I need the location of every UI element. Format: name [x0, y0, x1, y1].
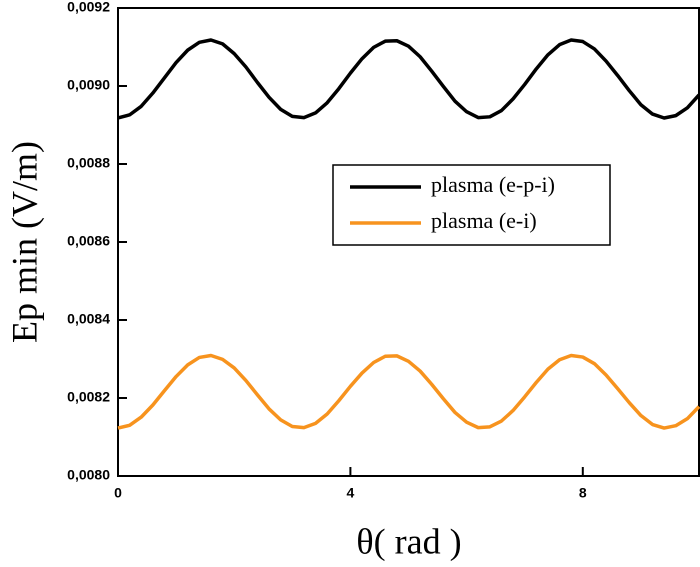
x-tick-label: 0: [114, 485, 122, 501]
legend-box: [332, 164, 611, 246]
y-tick-label: 0,0080: [67, 467, 110, 483]
y-tick-label: 0,0088: [67, 155, 110, 171]
x-tick-label: 4: [347, 485, 355, 501]
y-tick-label: 0,0086: [67, 233, 110, 249]
y-tick-label: 0,0090: [67, 77, 110, 93]
legend-label: plasma (e-p-i): [431, 172, 555, 197]
legend-label: plasma (e-i): [431, 208, 537, 233]
y-axis-title: Ep min (V/m): [4, 141, 44, 343]
y-tick-label: 0,0092: [67, 0, 110, 15]
line-series: [117, 38, 700, 120]
line-series: [117, 353, 700, 430]
x-tick-label: 8: [579, 485, 587, 501]
x-axis-title: θ( rad ): [356, 521, 461, 561]
y-tick-label: 0,0082: [67, 389, 110, 405]
y-tick-label: 0,0084: [67, 311, 110, 327]
